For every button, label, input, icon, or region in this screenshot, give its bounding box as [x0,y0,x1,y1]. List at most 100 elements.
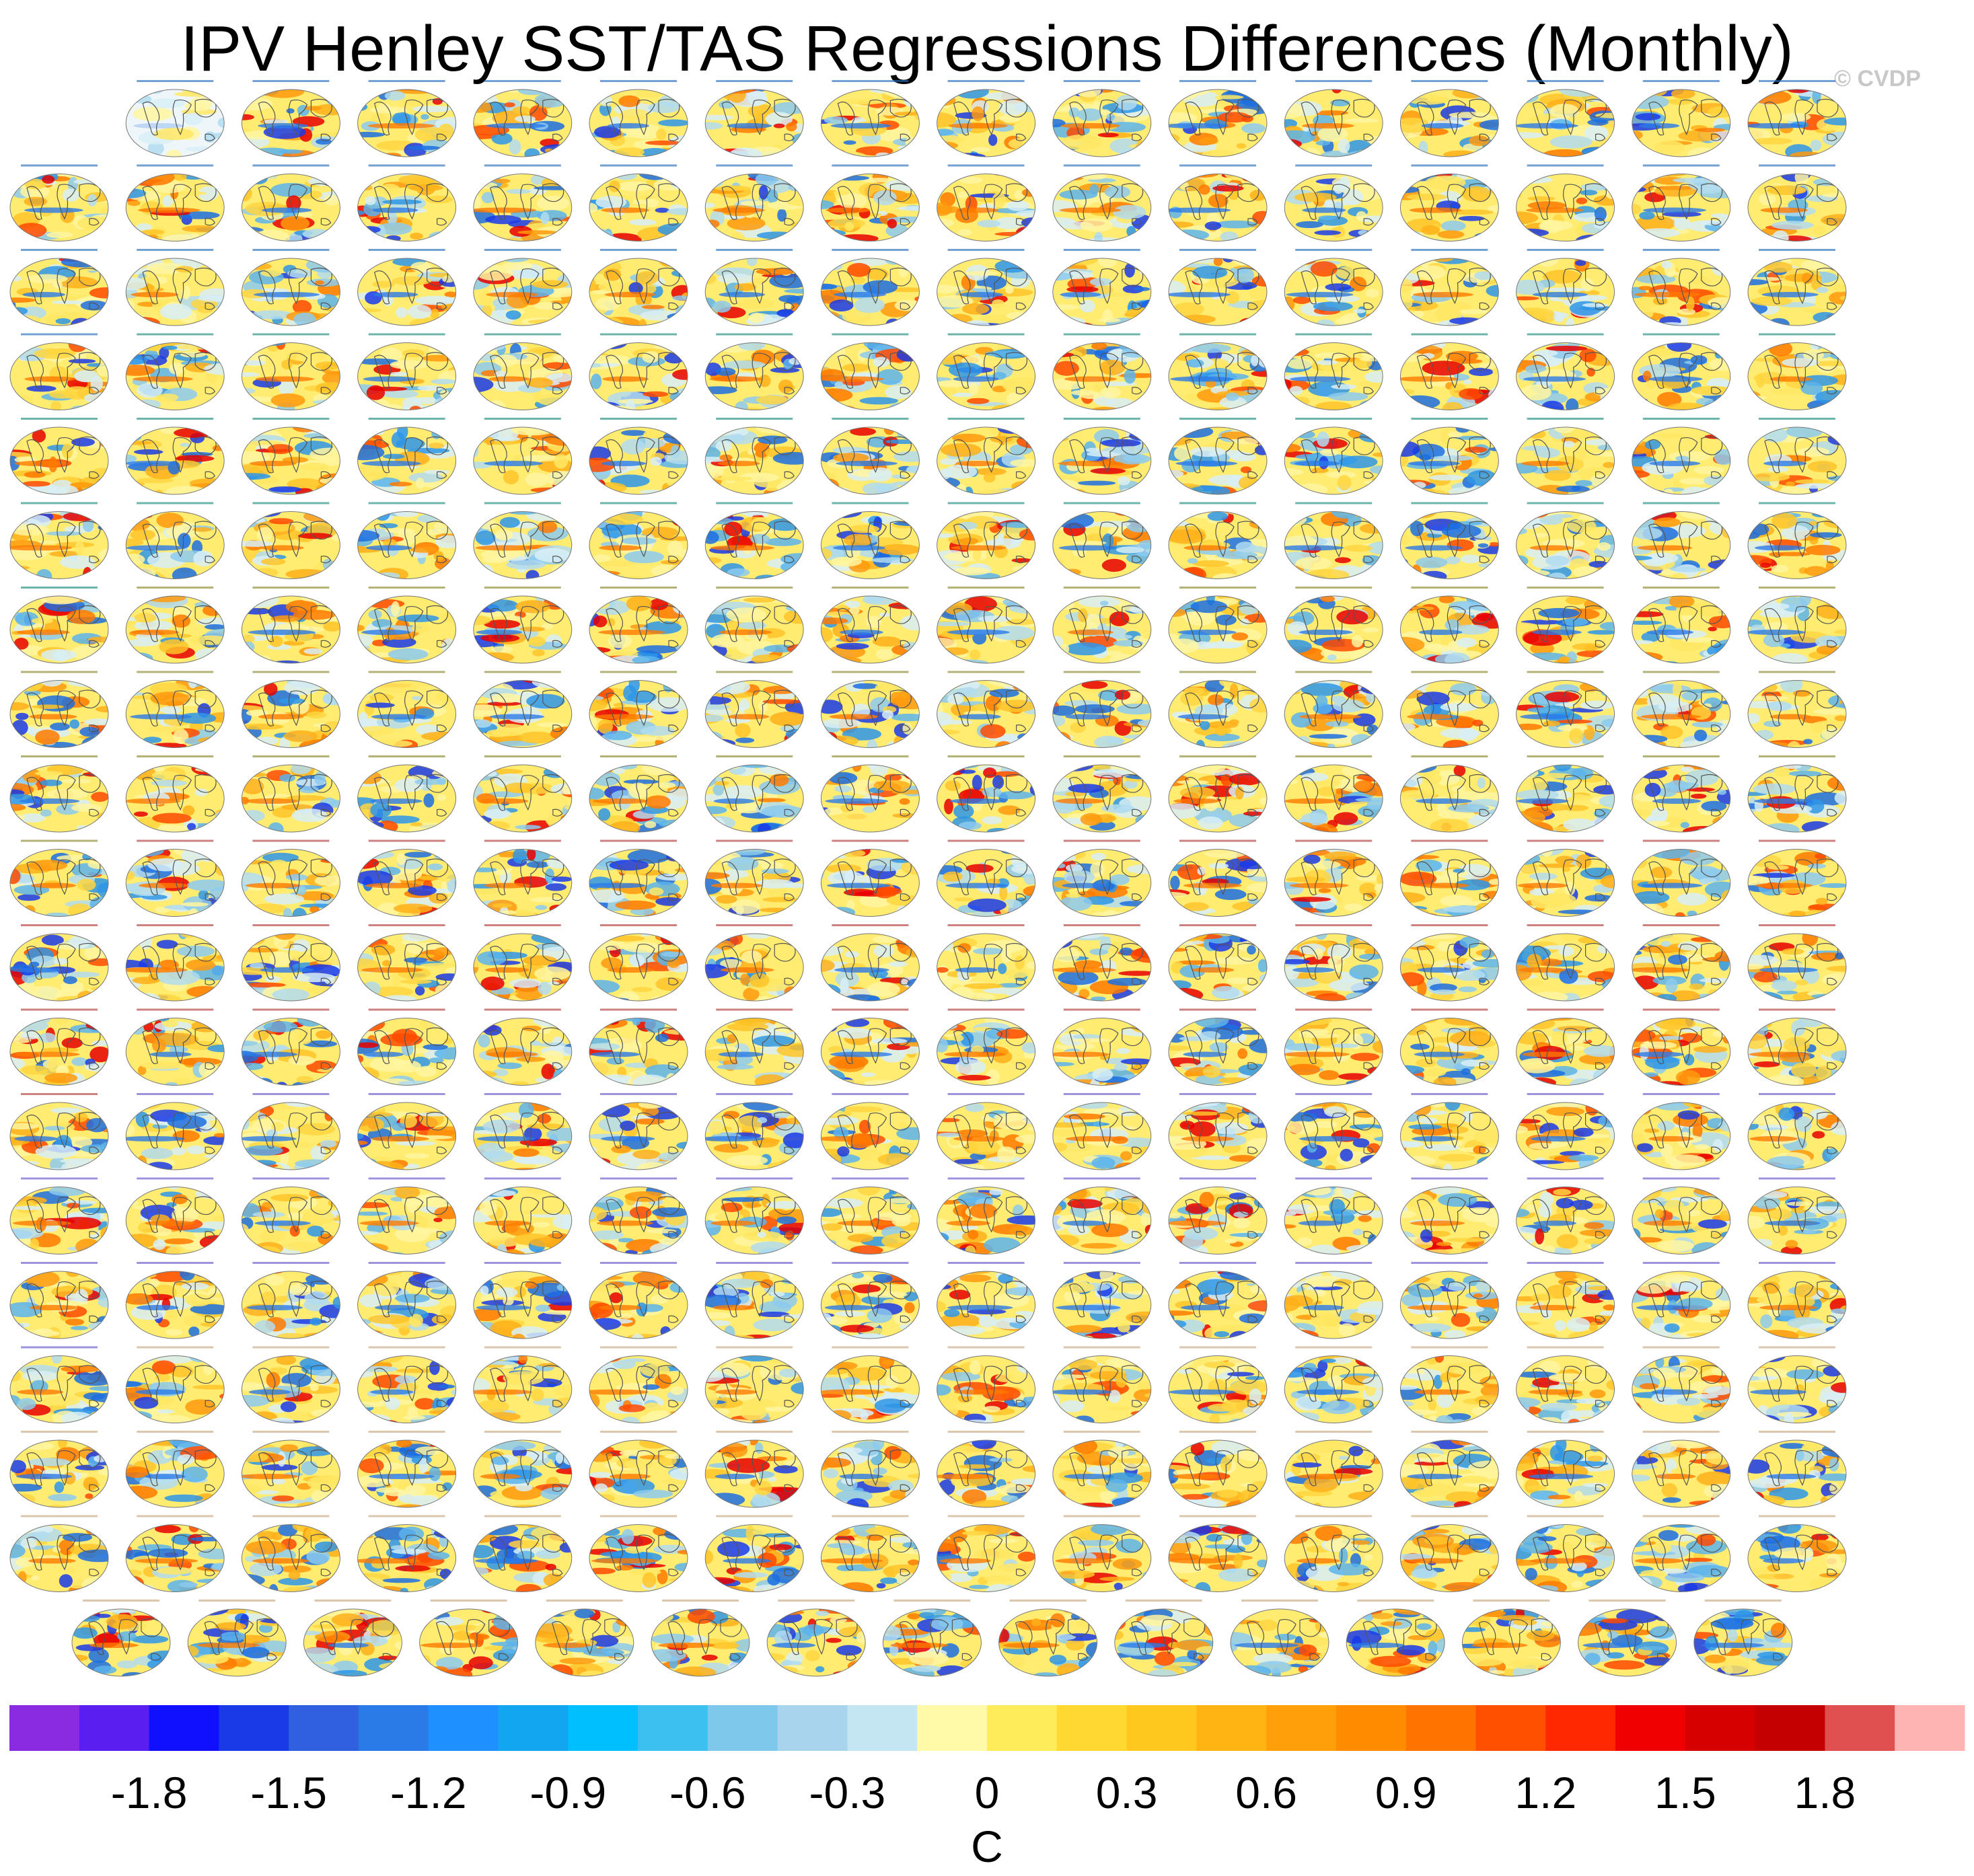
panel-label [1411,924,1488,926]
panel-label [1411,1008,1488,1011]
panel-label [832,164,909,167]
panel-label [832,1431,909,1433]
panel-label [21,1177,98,1180]
map-panel [9,164,109,241]
colorbar-swatch [1825,1705,1895,1751]
panel-label [1527,839,1604,842]
map-panel [357,164,457,241]
panel-label [947,671,1025,673]
panel-label [600,1515,677,1517]
panel-label [1527,502,1604,504]
panel-label [947,249,1025,251]
panel-label [893,1600,971,1602]
panel-label [1179,249,1256,251]
panel-label [716,80,793,82]
panel-label [252,924,330,926]
panel-label [21,1262,98,1264]
panel-label [600,587,677,589]
panel-label [252,755,330,757]
panel-label [1642,587,1720,589]
map-panel [1168,502,1268,579]
colorbar-swatch [1615,1705,1686,1751]
panel-label [484,755,561,757]
map-panel [1399,249,1499,326]
panel-label [716,924,793,926]
panel-label [600,1431,677,1433]
panel-label [1527,1177,1604,1180]
map-panel [704,1346,804,1423]
panel-label [137,1515,214,1517]
panel-label [252,1093,330,1095]
map-panel [704,1093,804,1170]
panel-label [832,1515,909,1517]
panel-label [484,924,561,926]
colorbar-swatch [219,1705,289,1751]
panel-label [368,671,445,673]
panel-label [1642,1515,1720,1517]
panel-label [1009,1600,1087,1602]
panel-label [368,924,445,926]
colorbar-swatch [847,1705,918,1751]
panel-label [1759,502,1835,504]
panel-label [1295,502,1373,504]
map-panel [1399,80,1499,157]
panel-label [1241,1600,1318,1602]
panel-label [947,502,1025,504]
panel-label [1063,1515,1140,1517]
panel-label [1411,1093,1488,1095]
panel-label [1527,924,1604,926]
map-panel [9,1177,109,1254]
map-panel [882,1600,982,1677]
panel-label [368,164,445,167]
colorbar-swatch [9,1705,80,1751]
panel-label [1527,164,1604,167]
panel-label [368,502,445,504]
colorbar-swatch [1126,1705,1197,1751]
panel-label [137,587,214,589]
panel-label [1179,1346,1256,1349]
panel-label [1063,839,1140,842]
panel-label [600,1093,677,1095]
panel-label [1295,249,1373,251]
panel-label [600,1177,677,1180]
panel-label [600,164,677,167]
panel-label [1411,1346,1488,1349]
panel-label [832,924,909,926]
map-panel [125,1346,225,1423]
panel-label [1759,333,1835,336]
panel-label [716,1008,793,1011]
panel-label [600,839,677,842]
panel-label [1411,418,1488,420]
panel-label [716,333,793,336]
panel-label [716,1262,793,1264]
map-panel [1516,1093,1615,1170]
panel-label [832,671,909,673]
panel-label [600,1262,677,1264]
map-panel [1284,1177,1383,1254]
panel-label [1063,1262,1140,1264]
panel-label [1527,755,1604,757]
panel-label [1063,502,1140,504]
panel-label [1642,502,1720,504]
panel-label [947,587,1025,589]
panel-label [1704,1600,1782,1602]
colorbar-tick-label: 0.3 [1096,1768,1158,1817]
panel-label [1642,249,1720,251]
map-panel [473,1093,573,1170]
panel-label [1063,1008,1140,1011]
panel-label [1179,924,1256,926]
panel-label [947,164,1025,167]
panel-label [1295,1431,1373,1433]
panel-label [1411,839,1488,842]
colorbar-swatch [568,1705,638,1751]
map-panel [1516,839,1615,917]
colorbar-swatch [358,1705,429,1751]
panel-label [252,249,330,251]
map-panel [1284,333,1383,410]
map-panel [937,1346,1036,1423]
panel-label [137,164,214,167]
panel-label [198,1600,276,1602]
panel-label [1063,587,1140,589]
panel-label [1759,80,1835,82]
